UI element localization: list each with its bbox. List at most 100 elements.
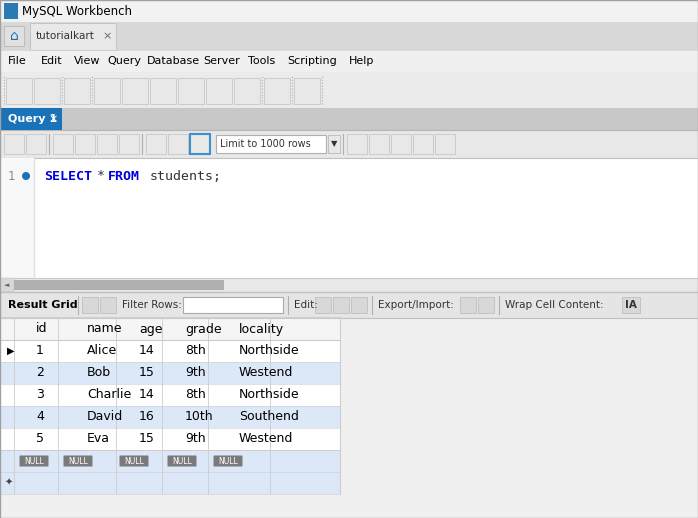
Bar	[6, 78, 32, 104]
Bar	[0, 384, 340, 406]
Text: Limit to 1000 rows: Limit to 1000 rows	[220, 139, 311, 149]
Bar	[168, 134, 188, 154]
Text: id: id	[36, 323, 47, 336]
Bar	[0, 450, 340, 472]
Bar	[328, 135, 340, 153]
Text: Tools: Tools	[248, 56, 275, 66]
FancyBboxPatch shape	[119, 455, 149, 467]
Text: SELECT: SELECT	[44, 169, 92, 182]
Bar	[0, 158, 698, 278]
Bar	[75, 134, 95, 154]
Text: David: David	[87, 410, 124, 424]
Bar	[315, 297, 331, 313]
Bar	[4, 26, 24, 46]
Bar	[347, 134, 367, 154]
Bar	[0, 158, 34, 278]
Text: 10th: 10th	[185, 410, 214, 424]
FancyBboxPatch shape	[168, 455, 197, 467]
Text: 8th: 8th	[185, 344, 206, 357]
Text: NULL: NULL	[24, 456, 44, 466]
Text: IA: IA	[625, 300, 637, 310]
Text: FROM: FROM	[108, 169, 140, 182]
Bar	[216, 135, 326, 153]
Bar	[146, 134, 166, 154]
Text: 8th: 8th	[185, 388, 206, 401]
Bar	[0, 50, 698, 72]
Bar	[0, 108, 698, 130]
Text: Bob: Bob	[87, 367, 111, 380]
Bar	[122, 78, 148, 104]
Bar	[0, 318, 340, 340]
Bar	[478, 297, 494, 313]
Text: 15: 15	[139, 433, 155, 445]
FancyBboxPatch shape	[64, 455, 93, 467]
Text: NULL: NULL	[172, 456, 192, 466]
Bar	[53, 134, 73, 154]
Bar	[64, 78, 90, 104]
Text: ◄: ◄	[4, 282, 10, 288]
Bar	[94, 78, 120, 104]
Bar	[0, 22, 698, 50]
Text: 2: 2	[36, 367, 44, 380]
Text: Eva: Eva	[87, 433, 110, 445]
Text: Result Grid: Result Grid	[8, 300, 77, 310]
Text: ✦: ✦	[5, 478, 13, 488]
Text: 1: 1	[36, 344, 44, 357]
Bar	[183, 297, 283, 313]
Text: Northside: Northside	[239, 388, 299, 401]
Bar	[206, 78, 232, 104]
Text: Edit: Edit	[41, 56, 63, 66]
Text: age: age	[139, 323, 163, 336]
Text: 1: 1	[8, 169, 15, 182]
Bar	[4, 3, 18, 19]
Text: Export/Import:: Export/Import:	[378, 300, 454, 310]
Text: Wrap Cell Content:: Wrap Cell Content:	[505, 300, 604, 310]
Text: Help: Help	[349, 56, 374, 66]
Bar	[0, 428, 340, 450]
Bar	[460, 297, 476, 313]
Text: Query: Query	[107, 56, 142, 66]
Text: 14: 14	[139, 344, 155, 357]
Text: locality: locality	[239, 323, 284, 336]
Bar	[0, 130, 698, 158]
Text: File: File	[8, 56, 27, 66]
Text: ×: ×	[48, 114, 58, 124]
Text: Edit:: Edit:	[294, 300, 318, 310]
Text: Scripting: Scripting	[287, 56, 336, 66]
Bar	[82, 297, 98, 313]
Bar	[413, 134, 433, 154]
Bar	[0, 278, 698, 292]
Bar	[340, 318, 698, 518]
Bar	[0, 406, 340, 428]
Circle shape	[22, 172, 30, 180]
Bar	[34, 78, 60, 104]
Bar	[264, 78, 290, 104]
Text: ×: ×	[103, 31, 112, 41]
Bar	[435, 134, 455, 154]
Bar	[97, 134, 117, 154]
Text: 15: 15	[139, 367, 155, 380]
Text: Charlie: Charlie	[87, 388, 131, 401]
Bar	[119, 134, 139, 154]
Text: NULL: NULL	[124, 456, 144, 466]
Bar	[0, 362, 340, 384]
Bar	[351, 297, 367, 313]
Text: Query 1: Query 1	[8, 114, 57, 124]
Text: Filter Rows:: Filter Rows:	[122, 300, 182, 310]
Text: 9th: 9th	[185, 367, 206, 380]
Text: ⌂: ⌂	[10, 29, 18, 43]
Bar	[4, 134, 24, 154]
Text: ▶: ▶	[7, 346, 15, 356]
Text: Northside: Northside	[239, 344, 299, 357]
Bar	[0, 72, 698, 108]
Text: ▼: ▼	[331, 139, 337, 149]
Text: Westend: Westend	[239, 433, 293, 445]
Text: Westend: Westend	[239, 367, 293, 380]
Text: NULL: NULL	[218, 456, 238, 466]
Bar	[178, 78, 204, 104]
Text: students;: students;	[150, 169, 222, 182]
Bar	[14, 280, 224, 290]
Text: MySQL Workbench: MySQL Workbench	[22, 5, 132, 18]
Bar	[622, 297, 640, 313]
Text: 3: 3	[36, 388, 44, 401]
